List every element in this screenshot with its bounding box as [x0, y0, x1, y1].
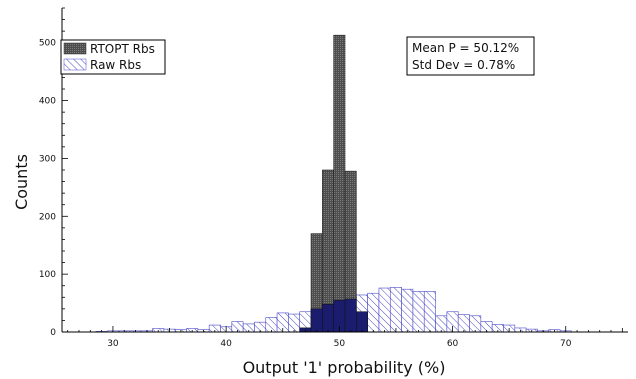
legend: RTOPT Rbs Raw Rbs	[60, 39, 166, 75]
rtopt-rbs-bar	[333, 34, 346, 333]
y-tick-label: 300	[39, 154, 56, 164]
x-tick-label: 50	[334, 339, 346, 349]
raw-rbs-bar	[457, 314, 470, 333]
y-tick-label: 0	[50, 328, 56, 338]
raw-rbs-bar	[378, 287, 391, 333]
legend-label-raw-rbs: Raw Rbs	[90, 58, 141, 72]
raw-rbs-bar	[367, 292, 380, 333]
raw-rbs-bar	[435, 315, 448, 333]
y-axis-title: Counts	[12, 154, 31, 210]
stats-box-frame	[406, 36, 535, 76]
y-tick-label: 100	[39, 270, 56, 280]
stats-std-label: Std Dev = 0.78%	[412, 58, 515, 72]
y-axis-ticks: 0 100 200 300 400 500	[39, 7, 68, 338]
raw-rbs-bar	[389, 287, 402, 333]
overlap-bar	[310, 308, 323, 333]
raw-rbs-bar	[423, 291, 436, 333]
legend-label-rtopt-rbs: RTOPT Rbs	[90, 42, 155, 56]
legend-swatch-raw-rbs	[63, 58, 87, 71]
x-axis-ticks: 30 40 50 60 70	[67, 326, 623, 349]
raw-rbs-bar	[412, 291, 425, 333]
stats-box: Mean P = 50.12% Std Dev = 0.78%	[406, 36, 535, 76]
overlap-bars	[299, 298, 368, 333]
legend-swatch-rtopt-rbs	[63, 42, 87, 55]
overlap-bar	[344, 298, 357, 333]
y-tick-label: 200	[39, 212, 56, 222]
raw-rbs-bar	[469, 315, 482, 333]
x-axis-title: Output '1' probability (%)	[243, 358, 446, 377]
x-tick-label: 60	[447, 339, 459, 349]
x-tick-label: 40	[220, 339, 232, 349]
y-tick-label: 500	[39, 39, 56, 49]
raw-rbs-bar	[288, 313, 301, 333]
overlap-bar	[356, 311, 368, 333]
rtopt-rbs-bars	[299, 34, 368, 333]
y-tick-label: 400	[39, 97, 56, 107]
x-tick-label: 70	[560, 339, 572, 349]
x-tick-label: 30	[107, 339, 119, 349]
raw-rbs-bar	[265, 317, 278, 333]
raw-rbs-bar	[401, 288, 414, 333]
stats-mean-label: Mean P = 50.12%	[412, 41, 519, 55]
overlap-bar	[322, 303, 334, 333]
